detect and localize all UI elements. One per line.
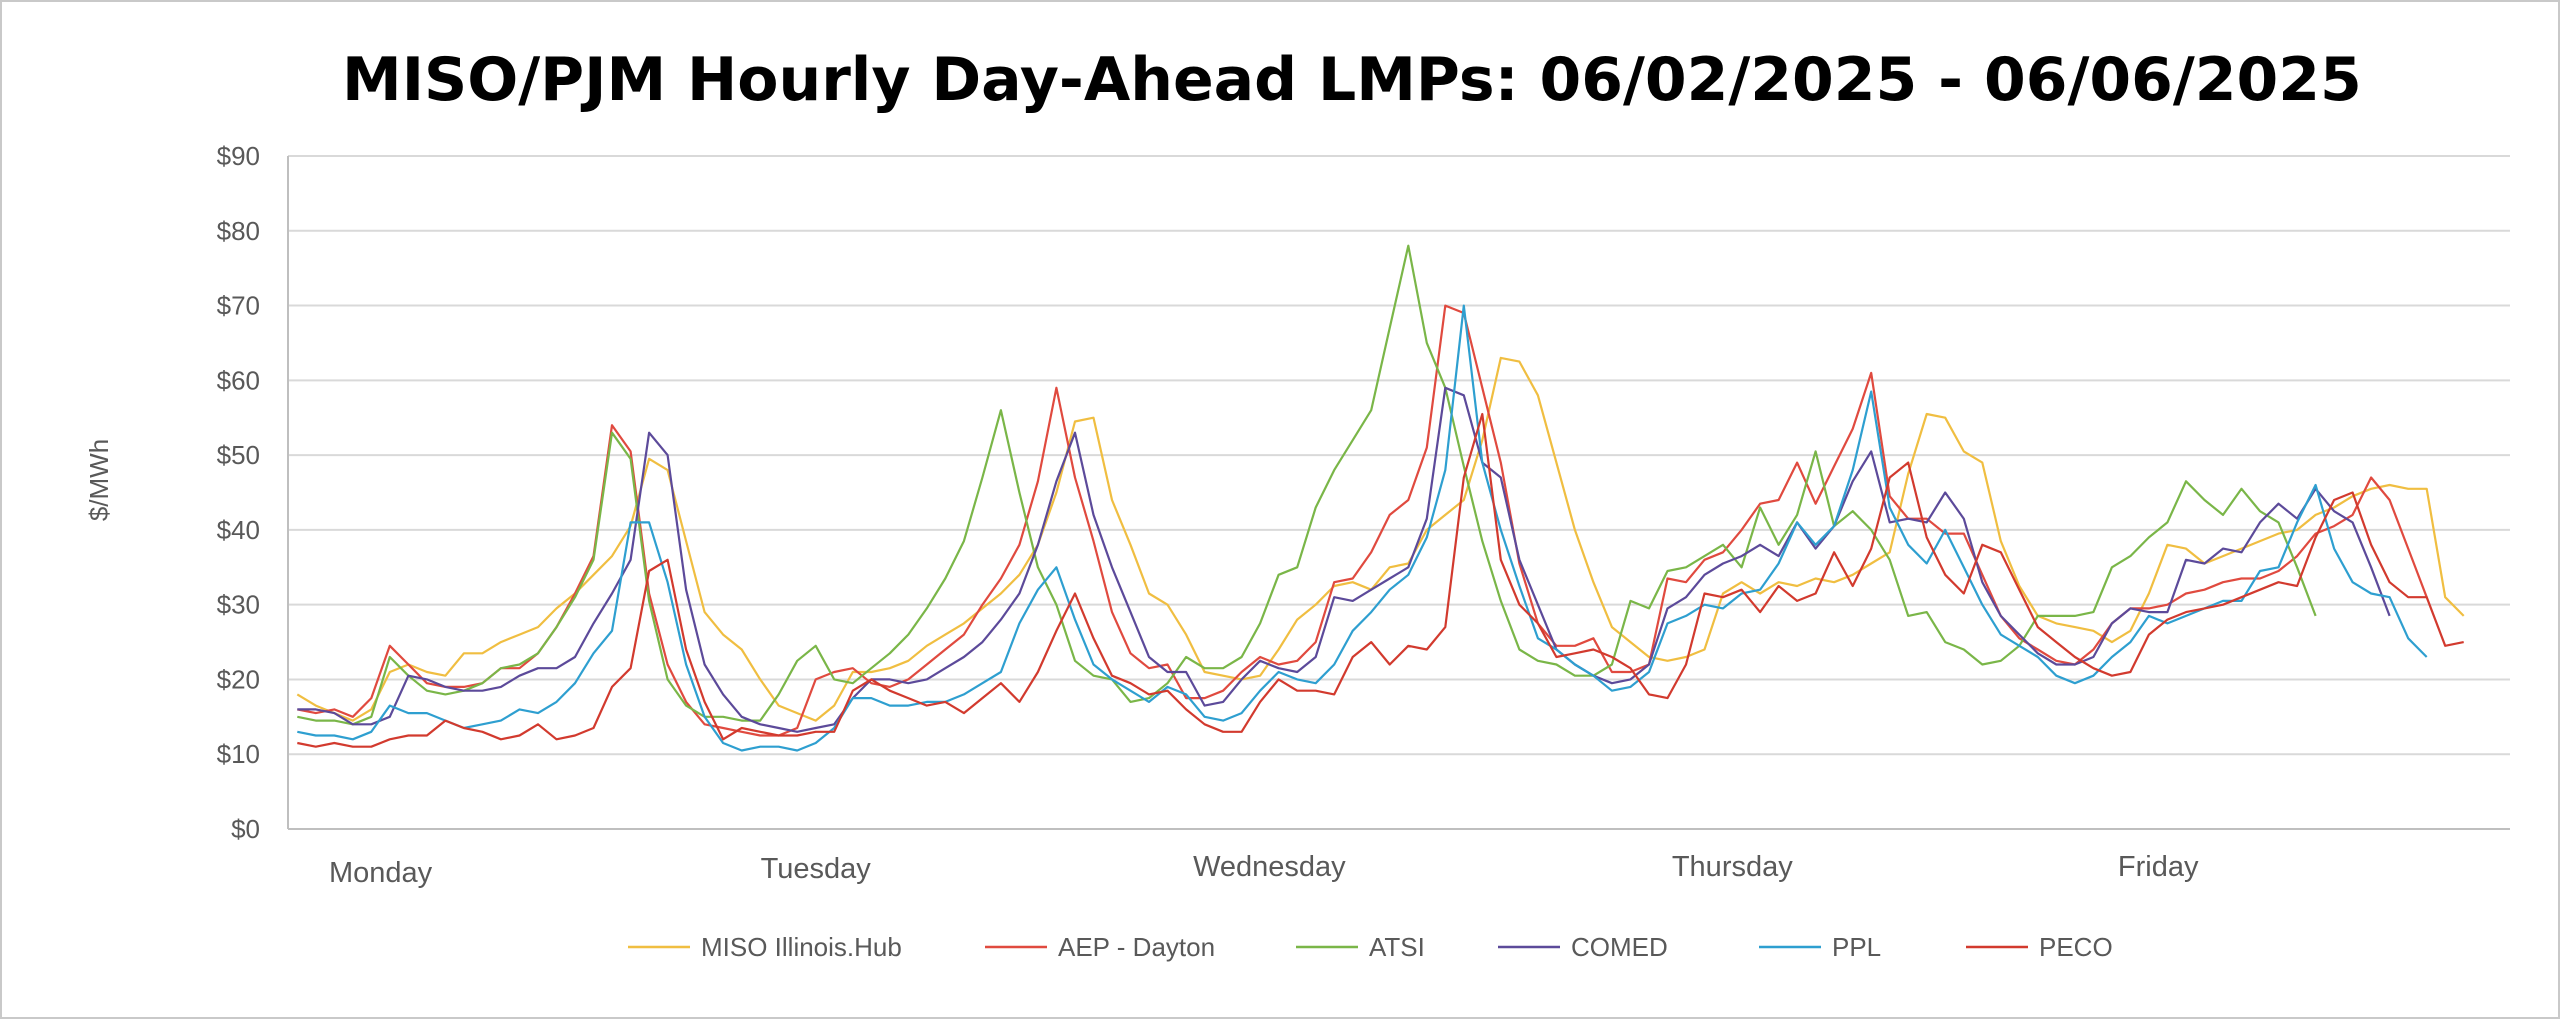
chart-title: MISO/PJM Hourly Day-Ahead LMPs: 06/02/20…: [342, 45, 2362, 115]
legend-label: COMED: [1571, 932, 1668, 962]
series-line-peco: [297, 412, 2464, 748]
y-tick-label: $10: [217, 739, 260, 769]
gridlines: [287, 155, 2510, 830]
series-line-comed: [297, 386, 2391, 733]
series-line-aep-dayton: [297, 304, 2428, 737]
legend-label: PECO: [2039, 932, 2113, 962]
legend-label: AEP - Dayton: [1058, 932, 1215, 962]
x-axis-day-labels: Monday Tuesday Wednesday Thursday Friday: [329, 851, 2199, 889]
x-day-label: Friday: [2118, 851, 2199, 883]
series-line-ppl: [297, 304, 2428, 752]
y-tick-label: $60: [217, 365, 260, 395]
y-axis-title: $/MWh: [84, 439, 114, 521]
x-day-label: Monday: [329, 857, 433, 889]
series-lines: [296, 244, 2465, 752]
series-line-atsi: [297, 244, 2317, 726]
x-day-label: Tuesday: [761, 853, 872, 885]
y-tick-label: $0: [231, 814, 260, 844]
legend-label: ATSI: [1369, 932, 1425, 962]
y-tick-label: $80: [217, 216, 260, 246]
y-tick-label: $40: [217, 515, 260, 545]
x-day-label: Thursday: [1672, 851, 1793, 883]
y-tick-label: $50: [217, 440, 260, 470]
y-tick-label: $30: [217, 590, 260, 620]
y-tick-label: $90: [217, 141, 260, 171]
legend-label: PPL: [1832, 932, 1881, 962]
y-tick-label: $70: [217, 291, 260, 321]
y-tick-label: $20: [217, 664, 260, 694]
legend: MISO Illinois.Hub AEP - Dayton ATSI COMED PP…: [628, 932, 2113, 962]
series-line-miso-illinois-hub: [296, 356, 2465, 722]
legend-label: MISO Illinois.Hub: [701, 932, 902, 962]
x-day-label: Wednesday: [1193, 851, 1346, 883]
y-axis-ticks: $0 $10 $20 $30 $40 $50 $60 $70 $80 $90: [217, 141, 260, 844]
